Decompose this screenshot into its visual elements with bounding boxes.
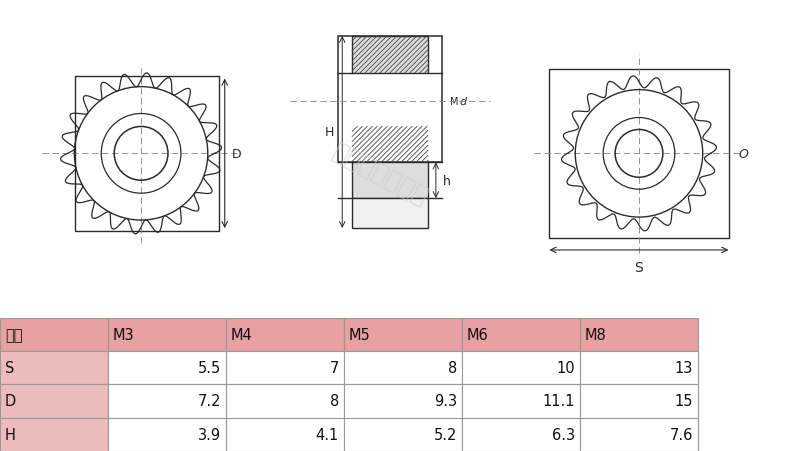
Text: 8: 8 [330, 394, 339, 409]
Text: 6.3: 6.3 [552, 427, 575, 442]
Bar [344, 318, 462, 351]
Text: 3.9: 3.9 [198, 427, 221, 442]
Bar [108, 418, 226, 451]
Bar [108, 318, 226, 351]
Bar [0, 418, 108, 451]
Text: 11.1: 11.1 [542, 394, 575, 409]
Bar [226, 351, 344, 384]
Bar [462, 418, 580, 451]
Bar [338, 37, 442, 163]
Bar [0, 318, 108, 351]
Bar [462, 351, 580, 384]
Text: 7.6: 7.6 [670, 427, 693, 442]
Text: 7: 7 [330, 360, 339, 375]
Text: 上威精密件有限: 上威精密件有限 [328, 139, 432, 209]
Text: M3: M3 [113, 327, 134, 342]
Text: O: O [738, 147, 749, 161]
Text: 8: 8 [448, 360, 457, 375]
Bar [344, 351, 462, 384]
Bar [75, 77, 218, 231]
Bar [0, 351, 108, 384]
Bar [462, 384, 580, 418]
Text: S: S [634, 260, 643, 274]
Text: 13: 13 [674, 360, 693, 375]
Bar [108, 351, 226, 384]
Text: 15: 15 [674, 394, 693, 409]
Text: M4: M4 [231, 327, 253, 342]
Text: M8: M8 [585, 327, 606, 342]
Bar [580, 418, 698, 451]
Bar [226, 318, 344, 351]
Bar [580, 384, 698, 418]
Bar [344, 418, 462, 451]
Bar [0, 384, 108, 418]
Text: 10: 10 [556, 360, 575, 375]
Bar [352, 163, 428, 199]
Text: H: H [325, 126, 334, 139]
Bar [352, 199, 428, 229]
Bar [352, 37, 428, 74]
Bar [108, 384, 226, 418]
Text: 7.2: 7.2 [198, 394, 221, 409]
Bar [580, 318, 698, 351]
Bar [462, 318, 580, 351]
Text: H: H [5, 427, 16, 442]
Bar [344, 384, 462, 418]
Bar [580, 351, 698, 384]
Text: 5.5: 5.5 [198, 360, 221, 375]
Text: h: h [443, 175, 450, 187]
Text: M5: M5 [349, 327, 370, 342]
Text: M6: M6 [467, 327, 489, 342]
Text: 5.2: 5.2 [434, 427, 457, 442]
Text: D: D [5, 394, 16, 409]
Text: M: M [450, 97, 458, 106]
Text: 规格: 规格 [5, 327, 22, 342]
Text: S: S [5, 360, 14, 375]
Bar [226, 418, 344, 451]
Bar [226, 384, 344, 418]
Text: 4.1: 4.1 [316, 427, 339, 442]
Text: D: D [232, 147, 242, 161]
Bar [550, 69, 729, 239]
Text: d: d [460, 97, 467, 106]
Text: 9.3: 9.3 [434, 394, 457, 409]
